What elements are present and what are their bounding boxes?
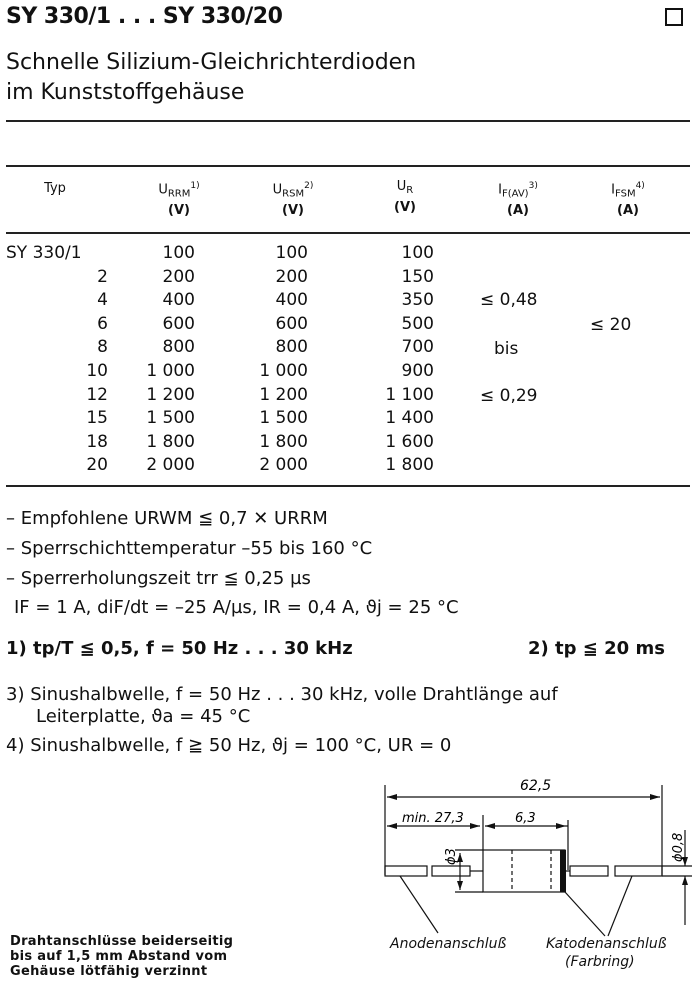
footnote-leads-2: bis auf 1,5 mm Abstand vom [10, 949, 228, 964]
cell-ursm: 2 000 [259, 455, 308, 476]
cell-ur: 700 [401, 337, 434, 358]
cell-ur: 350 [401, 290, 434, 311]
cell-typ: 18 [86, 431, 108, 452]
footnote-2: 2) tp ≦ 20 ms [528, 638, 665, 659]
cell-ur: 1 100 [385, 384, 434, 405]
column-header: IF(AV)3) (A) [498, 181, 538, 219]
column-header: UR (V) [394, 179, 416, 215]
subtitle-line-2: im Kunststoffgehäuse [6, 80, 245, 105]
cell-typ: SY 330/1 [6, 243, 82, 263]
anode-label: Anodenanschluß [390, 936, 507, 952]
ifav-bis: bis [494, 339, 519, 359]
cell-ursm: 1 000 [259, 361, 308, 381]
cell-ur: 150 [401, 266, 434, 287]
cell-ursm: 200 [275, 266, 308, 287]
column-header: URRM1) (V) [158, 181, 200, 219]
cell-ursm: 600 [275, 313, 308, 334]
cell-urrm: 100 [162, 243, 195, 263]
footnote-4: 4) Sinushalbwelle, f ≧ 50 Hz, ϑj = 100 °… [6, 735, 452, 756]
footnote-1: 1) tp/T ≦ 0,5, f = 50 Hz . . . 30 kHz [6, 638, 353, 659]
cell-urrm: 400 [162, 290, 195, 311]
note-temperature: – Sperrschichttemperatur –55 bis 160 °C [6, 538, 373, 559]
footnote-leads-3: Gehäuse lötfähig verzinnt [10, 964, 208, 979]
cell-urrm: 1 000 [146, 361, 195, 381]
column-header: URSM2) (V) [272, 181, 314, 219]
table-bottom-rule [6, 485, 690, 487]
cell-urrm: 800 [162, 337, 195, 358]
dim-diameter: ϕ3 [444, 848, 459, 865]
cell-urrm: 1 500 [146, 408, 195, 429]
cell-typ: 2 [97, 266, 108, 287]
cell-urrm: 200 [162, 266, 195, 287]
subtitle-line-1: Schnelle Silizium-Gleichrichterdioden [6, 50, 417, 75]
cell-ur: 500 [401, 313, 434, 334]
cell-typ: 4 [97, 290, 108, 311]
cell-typ: 6 [97, 313, 108, 334]
cell-typ: 20 [86, 455, 108, 476]
note-recovery-conditions: IF = 1 A, diF/dt = –25 A/µs, IR = 0,4 A,… [14, 597, 459, 618]
cell-typ: 8 [97, 337, 108, 358]
cell-ur: 1 600 [385, 431, 434, 452]
cell-urrm: 1 800 [146, 431, 195, 452]
cell-typ: 15 [86, 408, 108, 429]
cell-ursm: 800 [275, 337, 308, 358]
cathode-label: Katodenanschluß [546, 936, 667, 952]
checkbox[interactable] [665, 8, 683, 26]
cell-ursm: 400 [275, 290, 308, 311]
dim-body: 6,3 [515, 811, 536, 826]
cell-ur: 1 800 [385, 455, 434, 476]
ifav-max: ≤ 0,48 [480, 290, 538, 310]
note-recovery-time: – Sperrerholungszeit trr ≦ 0,25 µs [6, 568, 311, 589]
page-title: SY 330/1 . . . SY 330/20 [6, 4, 283, 29]
dim-total: 62,5 [520, 778, 551, 794]
cell-ur: 900 [401, 361, 434, 381]
cell-ur: 1 400 [385, 408, 434, 429]
cathode-note: (Farbring) [565, 954, 635, 970]
ifsm-value: ≤ 20 [590, 315, 632, 335]
cell-ursm: 1 800 [259, 431, 308, 452]
footnote-leads-1: Drahtanschlüsse beiderseitig [10, 934, 234, 949]
footnote-3a: 3) Sinushalbwelle, f = 50 Hz . . . 30 kH… [6, 684, 558, 705]
dimension-drawing: 62,5 min. 27,3 6,3 ϕ3 ϕ0,8 [384, 778, 692, 937]
cell-ur: 100 [401, 243, 434, 263]
column-header: Typ [44, 181, 66, 196]
divider [6, 120, 690, 122]
cell-typ: 10 [86, 361, 108, 381]
cell-ursm: 1 200 [259, 384, 308, 405]
cell-typ: 12 [86, 384, 108, 405]
cell-ursm: 100 [275, 243, 308, 263]
note-urwm: – Empfohlene URWM ≦ 0,7 ✕ URRM [6, 508, 328, 529]
table-top-rule [6, 165, 690, 167]
cell-urrm: 1 200 [146, 384, 195, 405]
footnote-3b: Leiterplatte, ϑa = 45 °C [36, 706, 251, 727]
dim-wire: ϕ0,8 [671, 833, 686, 862]
column-header: IFSM4) (A) [611, 181, 645, 219]
table-header-rule [6, 232, 690, 234]
cell-ursm: 1 500 [259, 408, 308, 429]
ifav-min: ≤ 0,29 [480, 386, 538, 406]
dim-lead: min. 27,3 [402, 811, 464, 826]
cell-urrm: 2 000 [146, 455, 195, 476]
cell-urrm: 600 [162, 313, 195, 334]
